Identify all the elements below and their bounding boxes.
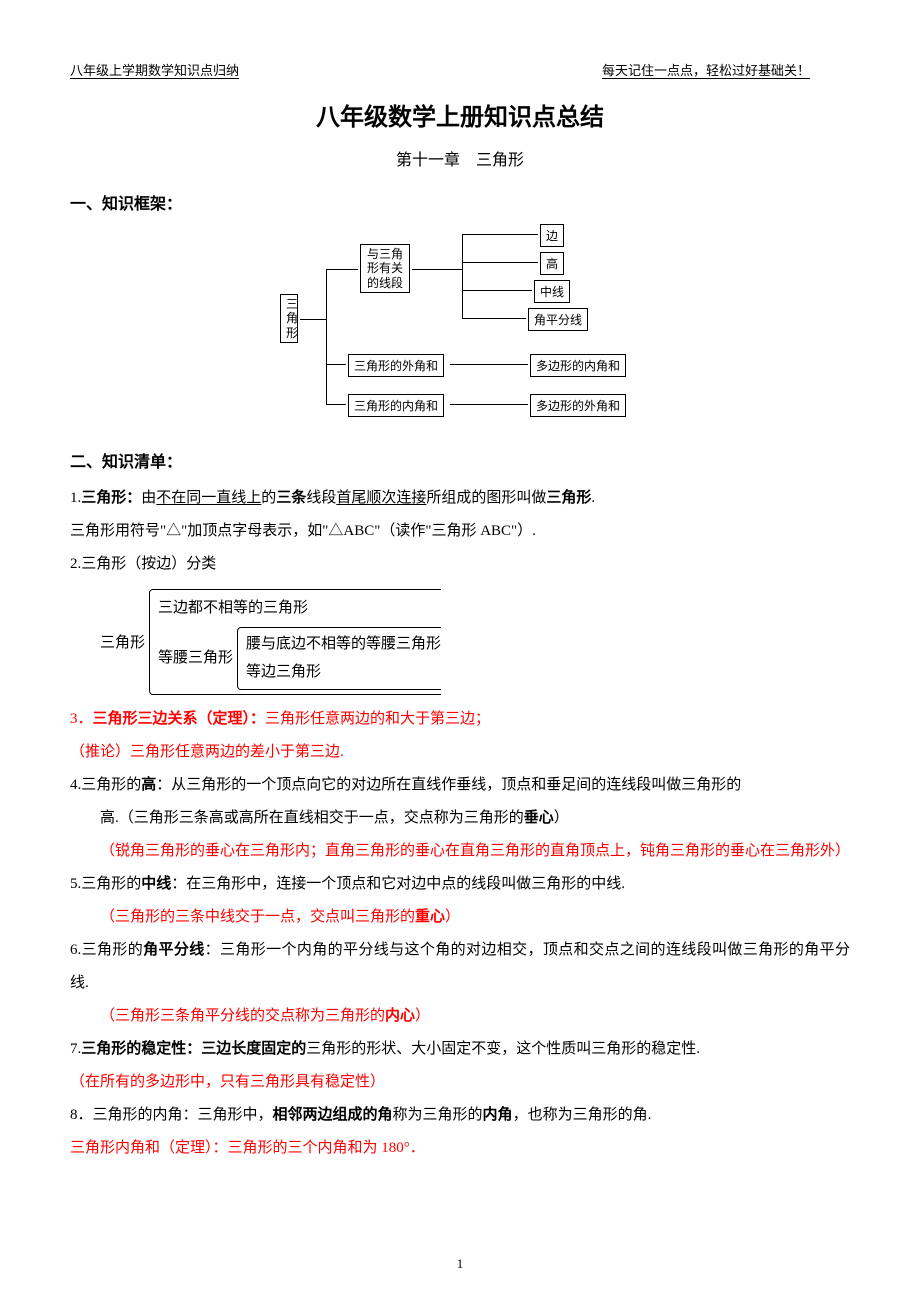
p1-d: 不在同一直线上 [156, 490, 261, 506]
p9-b: 重心 [415, 909, 445, 925]
diagram-exterior-sum: 三角形的外角和 [348, 354, 444, 377]
p4-c: 三角形任意两边的和大于第三边； [265, 711, 490, 727]
p6-a: 4.三角形的 [70, 777, 141, 793]
para-15: 三角形内角和（定理）：三角形的三个内角和为 180°． [70, 1132, 850, 1165]
diagram-interior-sum: 三角形的内角和 [348, 394, 444, 417]
para-1: 1.三角形：由不在同一直线上的三条线段首尾顺次连接所组成的图形叫做三角形. [70, 482, 850, 515]
para-3: 2.三角形（按边）分类 [70, 548, 850, 581]
para-10: 6.三角形的角平分线：三角形一个内角的平分线与这个角的对边相交，顶点和交点之间的… [70, 934, 850, 1000]
p1-num: 1. [70, 490, 81, 506]
para-8: 5.三角形的中线：在三角形中，连接一个顶点和它对边中点的线段叫做三角形的中线. [70, 868, 850, 901]
p12-c: 三角形的形状、大小固定不变，这个性质叫三角形的稳定性. [306, 1041, 700, 1057]
p8-a: 5.三角形的 [70, 876, 141, 892]
p12-a: 7. [70, 1041, 81, 1057]
p1-g: 线段 [306, 490, 336, 506]
p14-e: ，也称为三角形的角. [513, 1107, 652, 1123]
header-right: 每天记住一点点，轻松过好基础关！ [602, 60, 850, 79]
p6-d: 高.（三角形三条高或高所在直线相交于一点，交点称为三角形的 [100, 810, 524, 826]
p1-e: 的 [261, 490, 276, 506]
cls-2: 等腰三角形 [158, 644, 233, 673]
diagram-branch-segments: 与三角形有关的线段 [360, 244, 410, 293]
p8-b: 中线 [141, 876, 171, 892]
p12-b: 三角形的稳定性：三边长度固定的 [81, 1041, 306, 1057]
main-title: 八年级数学上册知识点总结 [70, 97, 850, 132]
sub-title: 第十一章 三角形 [70, 146, 850, 170]
para-6b: 高.（三角形三条高或高所在直线相交于一点，交点称为三角形的垂心） [70, 802, 850, 835]
p1-c: 由 [141, 490, 156, 506]
diagram-polygon-interior: 多边形的内角和 [530, 354, 626, 377]
diagram-root: 三角形 [280, 294, 298, 343]
p14-a: 8．三角形的内角：三角形中， [70, 1107, 273, 1123]
page-number: 1 [0, 1256, 920, 1272]
section-2-heading: 二、知识清单： [70, 448, 850, 472]
classification-tree: 三角形 三边都不相等的三角形 等腰三角形 腰与底边不相等的等腰三角形 等边三角形 [100, 589, 850, 695]
diagram-leaf-median: 中线 [534, 280, 570, 303]
p11-c: ） [415, 1008, 430, 1024]
diagram-polygon-exterior: 多边形的外角和 [530, 394, 626, 417]
p1-k: . [591, 490, 595, 506]
para-7: （锐角三角形的垂心在三角形内；直角三角形的垂心在直角三角形的直角顶点上，钝角三角… [70, 835, 850, 868]
p10-b: 角平分线 [143, 942, 205, 958]
para-6: 4.三角形的高：从三角形的一个顶点向它的对边所在直线作垂线，顶点和垂足间的连线段… [70, 769, 850, 802]
para-13: （在所有的多边形中，只有三角形具有稳定性） [70, 1066, 850, 1099]
p11-b: 内心 [385, 1008, 415, 1024]
cls-root: 三角形 [100, 631, 145, 652]
para-9: （三角形的三条中线交于一点，交点叫三角形的重心） [70, 901, 850, 934]
p14-d: 内角 [483, 1107, 513, 1123]
cls-1: 三边都不相等的三角形 [158, 594, 441, 623]
p1-h: 首尾顺次连接 [336, 490, 426, 506]
header-left: 八年级上学期数学知识点归纳 [70, 60, 239, 79]
diagram-leaf-edge: 边 [540, 224, 564, 247]
p9-c: ） [445, 909, 460, 925]
knowledge-diagram: 三角形 与三角形有关的线段 边 高 中线 角平分线 三角形的外角和 多边形的内角… [70, 224, 850, 434]
para-5: （推论）三角形任意两边的差小于第三边. [70, 736, 850, 769]
p4-b: 三角形三边关系（定理）： [93, 711, 266, 727]
p14-c: 称为三角形的 [393, 1107, 483, 1123]
p1-term: 三角形： [81, 490, 141, 506]
p6-e: 垂心 [524, 810, 554, 826]
para-4: 3．三角形三边关系（定理）：三角形任意两边的和大于第三边； [70, 703, 850, 736]
p8-c: ：在三角形中，连接一个顶点和它对边中点的线段叫做三角形的中线. [171, 876, 625, 892]
p4-a: 3． [70, 711, 93, 727]
p14-b: 相邻两边组成的角 [273, 1107, 393, 1123]
cls-2a: 腰与底边不相等的等腰三角形 [246, 630, 441, 659]
p10-a: 6.三角形的 [70, 942, 143, 958]
para-12: 7.三角形的稳定性：三边长度固定的三角形的形状、大小固定不变，这个性质叫三角形的… [70, 1033, 850, 1066]
cls-2b: 等边三角形 [246, 658, 441, 687]
p6-b: 高 [141, 777, 156, 793]
p1-f: 三条 [276, 490, 306, 506]
p11-a: （三角形三条角平分线的交点称为三角形的 [100, 1008, 385, 1024]
diagram-leaf-bisector: 角平分线 [528, 308, 588, 331]
diagram-leaf-height: 高 [540, 252, 564, 275]
para-11: （三角形三条角平分线的交点称为三角形的内心） [70, 1000, 850, 1033]
section-1-heading: 一、知识框架： [70, 190, 850, 214]
p6-f: ） [554, 810, 569, 826]
para-2: 三角形用符号"△"加顶点字母表示，如"△ABC"（读作"三角形 ABC"）. [70, 515, 850, 548]
p1-j: 三角形 [546, 490, 591, 506]
page-header: 八年级上学期数学知识点归纳 每天记住一点点，轻松过好基础关！ [70, 60, 850, 79]
p9-a: （三角形的三条中线交于一点，交点叫三角形的 [100, 909, 415, 925]
p6-c: ：从三角形的一个顶点向它的对边所在直线作垂线，顶点和垂足间的连线段叫做三角形的 [156, 777, 741, 793]
para-14: 8．三角形的内角：三角形中，相邻两边组成的角称为三角形的内角，也称为三角形的角. [70, 1099, 850, 1132]
p1-i: 所组成的图形叫做 [426, 490, 546, 506]
